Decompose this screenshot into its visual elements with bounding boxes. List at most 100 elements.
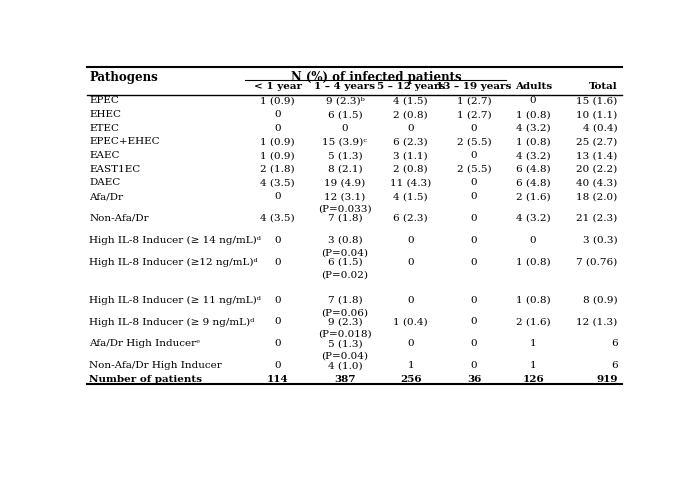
Text: 25 (2.7): 25 (2.7) xyxy=(576,137,618,146)
Text: 0: 0 xyxy=(407,296,414,305)
Text: 0: 0 xyxy=(274,124,281,133)
Text: 1 (0.8): 1 (0.8) xyxy=(516,110,550,119)
Text: N (%) of infected patients: N (%) of infected patients xyxy=(291,71,461,84)
Text: 0: 0 xyxy=(274,339,281,348)
Text: (P=0.04): (P=0.04) xyxy=(321,248,369,257)
Text: EAST1EC: EAST1EC xyxy=(90,165,141,174)
Text: EPEC: EPEC xyxy=(90,96,119,106)
Text: 5 (1.3): 5 (1.3) xyxy=(328,151,362,160)
Text: 0: 0 xyxy=(471,339,477,348)
Text: 0: 0 xyxy=(407,339,414,348)
Text: 9 (2.3)ᵇ: 9 (2.3)ᵇ xyxy=(325,96,364,106)
Text: 7 (1.8): 7 (1.8) xyxy=(328,296,362,305)
Text: ETEC: ETEC xyxy=(90,124,119,133)
Text: 2 (1.6): 2 (1.6) xyxy=(516,317,550,326)
Text: 5 (1.3): 5 (1.3) xyxy=(328,339,362,348)
Text: 0: 0 xyxy=(471,192,477,201)
Text: 6 (2.3): 6 (2.3) xyxy=(393,214,428,223)
Text: Non-Afa/Dr High Inducer: Non-Afa/Dr High Inducer xyxy=(90,361,222,370)
Text: 9 (2.3): 9 (2.3) xyxy=(328,317,362,326)
Text: (P=0.02): (P=0.02) xyxy=(321,270,369,279)
Text: 6 (4.8): 6 (4.8) xyxy=(516,165,550,174)
Text: 0: 0 xyxy=(407,236,414,245)
Text: 114: 114 xyxy=(267,375,289,384)
Text: 0: 0 xyxy=(274,110,281,119)
Text: 1 (0.9): 1 (0.9) xyxy=(260,96,295,106)
Text: 0: 0 xyxy=(471,124,477,133)
Text: 12 (1.3): 12 (1.3) xyxy=(576,317,618,326)
Text: 1 – 4 years: 1 – 4 years xyxy=(314,82,375,91)
Text: 15 (3.9)ᶜ: 15 (3.9)ᶜ xyxy=(323,137,367,146)
Text: 4 (3.5): 4 (3.5) xyxy=(260,179,295,188)
Text: 2 (5.5): 2 (5.5) xyxy=(457,137,491,146)
Text: 18 (2.0): 18 (2.0) xyxy=(576,192,618,201)
Text: 1 (0.4): 1 (0.4) xyxy=(393,317,428,326)
Text: 1 (0.9): 1 (0.9) xyxy=(260,151,295,160)
Text: 2 (1.8): 2 (1.8) xyxy=(260,165,295,174)
Text: 15 (1.6): 15 (1.6) xyxy=(576,96,618,106)
Text: 13 – 19 years: 13 – 19 years xyxy=(437,82,511,91)
Text: 256: 256 xyxy=(400,375,422,384)
Text: 4 (3.2): 4 (3.2) xyxy=(516,124,550,133)
Text: 0: 0 xyxy=(274,236,281,245)
Text: 0: 0 xyxy=(274,361,281,370)
Text: 20 (2.2): 20 (2.2) xyxy=(576,165,618,174)
Text: Non-Afa/Dr: Non-Afa/Dr xyxy=(90,214,149,223)
Text: 0: 0 xyxy=(274,258,281,266)
Text: 3 (1.1): 3 (1.1) xyxy=(393,151,428,160)
Text: 6: 6 xyxy=(611,339,618,348)
Text: 3 (0.8): 3 (0.8) xyxy=(328,236,362,245)
Text: 0: 0 xyxy=(471,296,477,305)
Text: 4 (0.4): 4 (0.4) xyxy=(583,124,618,133)
Text: EHEC: EHEC xyxy=(90,110,121,119)
Text: 0: 0 xyxy=(471,361,477,370)
Text: 6 (4.8): 6 (4.8) xyxy=(516,179,550,188)
Text: 0: 0 xyxy=(471,236,477,245)
Text: 3 (0.3): 3 (0.3) xyxy=(583,236,618,245)
Text: High IL-8 Inducer (≥12 ng/mL)ᵈ: High IL-8 Inducer (≥12 ng/mL)ᵈ xyxy=(90,258,258,267)
Text: 13 (1.4): 13 (1.4) xyxy=(576,151,618,160)
Text: 2 (0.8): 2 (0.8) xyxy=(393,165,428,174)
Text: 36: 36 xyxy=(467,375,481,384)
Text: Total: Total xyxy=(589,82,618,91)
Text: 4 (1.5): 4 (1.5) xyxy=(393,96,428,106)
Text: (P=0.04): (P=0.04) xyxy=(321,352,369,361)
Text: EPEC+EHEC: EPEC+EHEC xyxy=(90,137,160,146)
Text: High IL-8 Inducer (≥ 14 ng/mL)ᵈ: High IL-8 Inducer (≥ 14 ng/mL)ᵈ xyxy=(90,236,262,245)
Text: 4 (3.2): 4 (3.2) xyxy=(516,151,550,160)
Text: Afa/Dr: Afa/Dr xyxy=(90,192,124,201)
Text: 0: 0 xyxy=(471,214,477,223)
Text: 1 (0.8): 1 (0.8) xyxy=(516,258,550,266)
Text: 4 (1.5): 4 (1.5) xyxy=(393,192,428,201)
Text: < 1 year: < 1 year xyxy=(254,82,302,91)
Text: 0: 0 xyxy=(471,179,477,188)
Text: 0: 0 xyxy=(274,192,281,201)
Text: Pathogens: Pathogens xyxy=(90,71,158,84)
Text: 0: 0 xyxy=(341,124,348,133)
Text: 7 (1.8): 7 (1.8) xyxy=(328,214,362,223)
Text: 5 – 12 years: 5 – 12 years xyxy=(377,82,445,91)
Text: 1: 1 xyxy=(407,361,414,370)
Text: 0: 0 xyxy=(274,317,281,326)
Text: 4 (3.2): 4 (3.2) xyxy=(516,214,550,223)
Text: 8 (0.9): 8 (0.9) xyxy=(583,296,618,305)
Text: 4 (3.5): 4 (3.5) xyxy=(260,214,295,223)
Text: 40 (4.3): 40 (4.3) xyxy=(576,179,618,188)
Text: 10 (1.1): 10 (1.1) xyxy=(576,110,618,119)
Text: 21 (2.3): 21 (2.3) xyxy=(576,214,618,223)
Text: 387: 387 xyxy=(335,375,355,384)
Text: 2 (0.8): 2 (0.8) xyxy=(393,110,428,119)
Text: 1: 1 xyxy=(530,339,536,348)
Text: 919: 919 xyxy=(596,375,618,384)
Text: 126: 126 xyxy=(523,375,544,384)
Text: 6 (1.5): 6 (1.5) xyxy=(328,110,362,119)
Text: 8 (2.1): 8 (2.1) xyxy=(328,165,362,174)
Text: EAEC: EAEC xyxy=(90,151,120,160)
Text: Afa/Dr High Inducerᵉ: Afa/Dr High Inducerᵉ xyxy=(90,339,201,348)
Text: 7 (0.76): 7 (0.76) xyxy=(576,258,618,266)
Text: 1 (2.7): 1 (2.7) xyxy=(457,110,491,119)
Text: Adults: Adults xyxy=(515,82,552,91)
Text: 0: 0 xyxy=(274,296,281,305)
Text: 0: 0 xyxy=(530,96,536,106)
Text: 19 (4.9): 19 (4.9) xyxy=(324,179,366,188)
